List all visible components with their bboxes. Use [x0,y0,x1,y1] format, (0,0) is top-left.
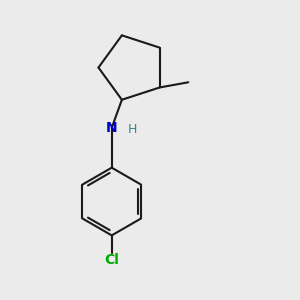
Text: Cl: Cl [104,254,119,267]
Text: H: H [128,123,137,136]
Text: N: N [106,121,118,135]
